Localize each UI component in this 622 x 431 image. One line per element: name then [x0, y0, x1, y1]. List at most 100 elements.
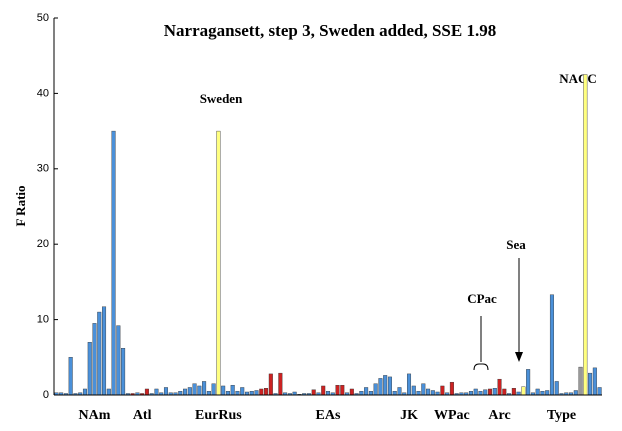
x-tick-label: Atl: [133, 408, 152, 423]
annotation: CPac: [467, 291, 497, 306]
bar: [102, 306, 107, 396]
bar: [235, 391, 240, 396]
bar: [359, 391, 364, 396]
bar: [468, 391, 473, 396]
bar: [483, 389, 488, 396]
bar: [373, 383, 378, 396]
bar: [340, 384, 345, 396]
bar: [426, 388, 431, 396]
bar: [521, 386, 526, 396]
bar: [278, 372, 283, 396]
bar: [488, 388, 493, 396]
bar: [588, 372, 593, 396]
bar: [321, 385, 326, 396]
bar: [268, 373, 273, 396]
bar: [592, 367, 597, 396]
bar: [497, 378, 502, 396]
bar: [211, 383, 216, 396]
bar: [406, 373, 412, 396]
bar: [549, 294, 554, 396]
x-tick-label: EurRus: [195, 408, 242, 423]
bar: [121, 348, 126, 396]
arrow-head: [515, 352, 523, 362]
bar: [430, 390, 435, 396]
bar: [187, 387, 192, 396]
bar: [230, 384, 235, 396]
annotation: Sea: [506, 237, 526, 252]
x-tick-label: Arc: [488, 408, 510, 423]
bar: [449, 381, 454, 396]
y-axis-label: F Ratio: [13, 185, 28, 226]
bar: [440, 385, 445, 396]
bar: [192, 383, 197, 396]
y-tick-label: 10: [37, 314, 49, 326]
bar: [183, 388, 188, 396]
bar: [392, 391, 397, 396]
bar: [311, 389, 316, 396]
bar: [368, 391, 373, 396]
y-tick-label: 30: [37, 163, 49, 175]
bar: [554, 381, 559, 396]
bar: [416, 391, 421, 396]
bar: [397, 387, 402, 396]
bar: [111, 130, 116, 396]
bar: [106, 388, 111, 396]
bar: [82, 388, 87, 396]
bar: [68, 357, 73, 396]
bar: [116, 325, 121, 396]
bar: [502, 388, 507, 396]
bar: [240, 387, 245, 396]
y-tick-label: 20: [37, 238, 49, 250]
annotation: Sweden: [200, 91, 243, 106]
x-tick-label: NAm: [79, 408, 111, 423]
x-tick-label: JK: [400, 408, 418, 423]
bar: [411, 385, 416, 396]
bar: [97, 311, 102, 396]
bar: [511, 388, 516, 396]
bar: [535, 388, 540, 396]
x-tick-label: WPac: [434, 408, 470, 423]
bar: [325, 391, 331, 396]
x-tick-label: EAs: [316, 408, 341, 423]
bar: [154, 388, 159, 396]
bar: [349, 388, 354, 396]
bar: [378, 378, 383, 396]
bar: [540, 391, 545, 396]
bar: [264, 388, 269, 396]
bar: [473, 388, 478, 396]
bar: [597, 387, 602, 396]
bar: [421, 383, 426, 396]
bar: [202, 381, 207, 396]
bar: [87, 342, 92, 396]
y-tick-label: 40: [37, 87, 49, 99]
bar: [206, 391, 211, 396]
x-tick-label: Type: [547, 408, 576, 423]
bar: [383, 375, 388, 396]
bar: [92, 323, 97, 396]
bar: [259, 388, 264, 396]
bar: [526, 369, 531, 396]
bar: [178, 391, 183, 396]
bar: [144, 388, 149, 396]
bar: [387, 376, 392, 396]
annotation: NACC: [559, 71, 597, 86]
bar: [225, 391, 230, 396]
bracket: [473, 363, 489, 371]
bar: [578, 366, 583, 396]
bar: [364, 387, 369, 396]
bar: [335, 384, 340, 396]
bar: [249, 391, 254, 396]
chart-title: Narragansett, step 3, Sweden added, SSE …: [164, 21, 496, 40]
bar: [583, 74, 588, 396]
y-tick-label: 50: [37, 12, 49, 24]
bar: [221, 385, 226, 396]
bar: [492, 388, 497, 396]
bar: [216, 130, 221, 396]
bar: [163, 387, 168, 396]
bar: [573, 390, 578, 396]
y-tick-label: 0: [43, 389, 49, 401]
bar: [545, 390, 550, 396]
bar: [254, 390, 259, 396]
bar: [478, 391, 483, 396]
